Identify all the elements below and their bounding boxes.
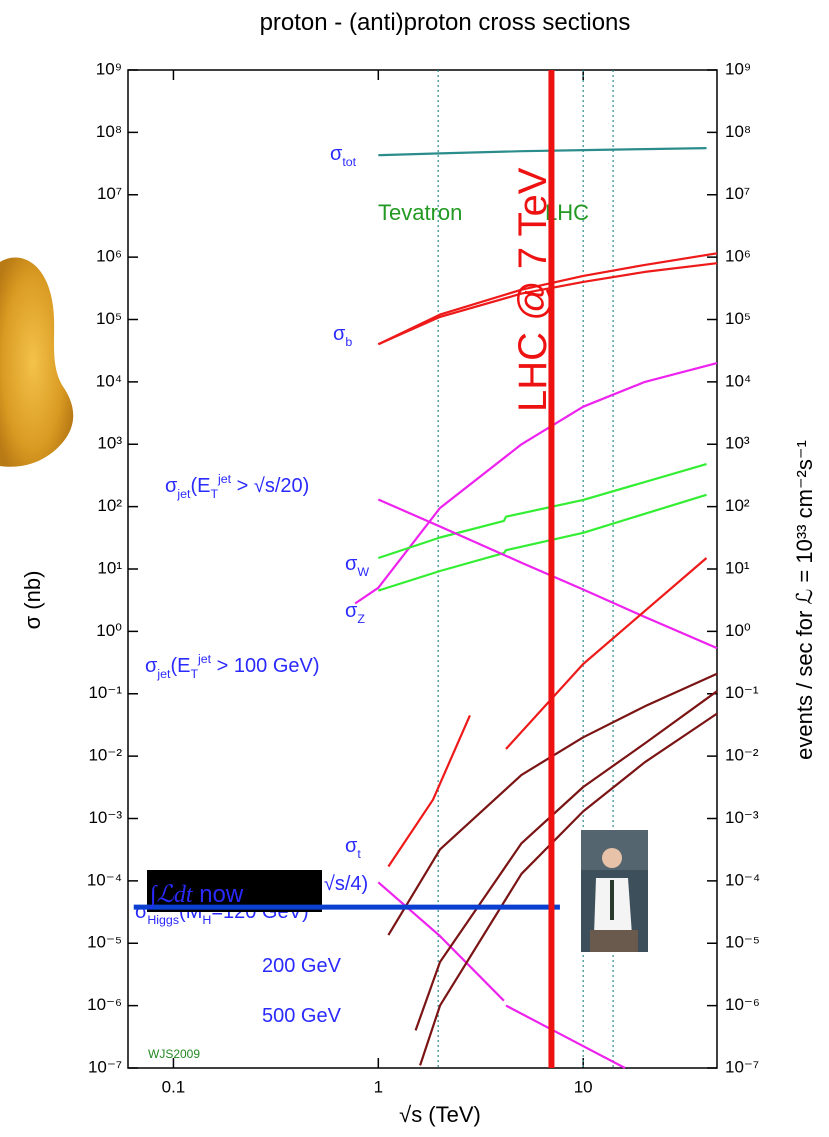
annotation: σZ [345,600,365,626]
y-tick-label: 10⁸ [96,122,122,141]
x-axis-label: √s (TeV) [399,1102,481,1127]
annotation-part: > 100 GeV) [211,655,319,677]
y-tick-label: 10⁻⁶ [87,995,122,1014]
y-tick-label: 10⁴ [96,371,122,390]
annotation-part: Z [357,612,365,626]
annotation-part: σ [330,143,343,165]
annotation: σjet(ETjet > √s/20) [165,472,309,501]
annotation: σjet(ETjet > 100 GeV) [145,652,320,681]
annotation: ∫ℒdt now [148,881,244,909]
annotation-part: σ [345,553,358,575]
y2-tick-label: 10⁶ [725,247,751,266]
y-tick-label: 10⁵ [96,309,122,328]
annotation-part: t [357,847,361,861]
curve [377,881,626,1069]
y-tick-label: 10⁻² [88,746,122,765]
annotation-part: jet [156,667,171,681]
annotation-part: (E [170,655,190,677]
y-tick-label: 10⁹ [96,59,122,78]
annotation: σb [333,323,352,349]
y2-tick-label: 10⁻² [725,746,759,765]
y-axis-label: σ (nb) [20,571,45,630]
annotation: LHC @ 7 TeV [511,167,555,412]
annotation: σtot [330,143,357,169]
y-tick-label: 10² [97,496,122,515]
annotation-part: W [357,565,369,579]
x-tick-label: 1 [374,1077,383,1096]
annotation-part: σ [135,901,148,923]
y2-tick-label: 10⁻⁵ [725,933,760,952]
curve [378,147,707,157]
annotation-part: WJS2009 [148,1047,200,1061]
y2-tick-label: 10³ [725,434,750,453]
y2-tick-label: 10⁻³ [725,808,759,827]
annotation-part: (E [190,475,210,497]
annotation-part: σ [333,323,346,345]
y2-tick-label: 10⁸ [725,122,751,141]
plot-area: 10⁹10⁸10⁷10⁶10⁵10⁴10³10²10¹10⁰10⁻¹10⁻²10… [87,59,760,1096]
y2-tick-label: 10⁻⁶ [725,995,760,1014]
annotation-part: now [193,881,244,908]
curve [387,557,708,868]
annotation-part: σ [165,475,178,497]
annotation-part: σ [345,835,358,857]
chart-title: proton - (anti)proton cross sections [260,9,631,36]
y2-tick-label: 10⁴ [725,371,751,390]
photo [581,830,648,952]
annotation-part: > √s/20) [231,475,309,497]
curve [354,362,718,605]
y-tick-label: 10⁻⁷ [88,1057,122,1076]
y-tick-label: 10⁻⁴ [87,870,122,889]
annotation-part: σ [145,655,158,677]
annotation-part: T [210,487,218,501]
hand-image [0,257,74,467]
annotation: Tevatron [378,200,462,225]
y-tick-label: 10⁶ [96,247,122,266]
annotation: WJS2009 [148,1047,200,1061]
annotation-part: σ [345,600,358,622]
y-tick-label: 10⁷ [97,184,122,203]
annotation-part: H [202,913,211,927]
curve [414,690,718,1031]
annotation-part: 200 GeV [262,955,342,977]
y-tick-label: 10⁻³ [88,808,122,827]
y2-tick-label: 10⁹ [725,59,751,78]
y-tick-label: 10¹ [97,558,122,577]
annotation-part: jet [176,487,191,501]
y-tick-label: 10⁻⁵ [87,933,122,952]
y2-tick-label: 10⁻⁴ [725,870,760,889]
annotation-part: Higgs [147,913,179,927]
annotation: σW [345,553,369,579]
curve [419,712,718,1066]
y2-tick-label: 10⁵ [725,309,751,328]
y-tick-label: 10³ [97,434,122,453]
y-tick-label: 10⁻¹ [88,683,122,702]
annotation: 200 GeV [262,955,342,977]
y2-tick-label: 10⁷ [725,184,750,203]
annotation-part: LHC @ 7 TeV [511,167,555,412]
x-tick-label: 10 [574,1077,593,1096]
annotation: σt [345,835,361,861]
x-tick-label: 0.1 [162,1077,186,1096]
annotation-part: b [345,335,352,349]
annotation-part: Tevatron [378,200,462,225]
y2-tick-label: 10² [725,496,750,515]
curve [377,493,707,592]
y2-tick-label: 10¹ [725,558,750,577]
y2-tick-label: 10⁻¹ [725,683,759,702]
annotation-part: ∫ℒdt [148,882,194,909]
y2-tick-label: 10⁻⁷ [725,1057,759,1076]
annotation: 500 GeV [262,1005,342,1027]
annotation-part: tot [342,155,356,169]
annotation-part: jet [217,472,232,486]
y-tick-label: 10⁰ [96,621,122,640]
annotation-part: 500 GeV [262,1005,342,1027]
y2-axis-label: events / sec for ℒ = 10³³ cm⁻²s⁻¹ [792,440,817,760]
curve [377,463,707,560]
annotation-part: jet [197,652,212,666]
y2-tick-label: 10⁰ [725,621,751,640]
annotation-part: T [190,667,198,681]
